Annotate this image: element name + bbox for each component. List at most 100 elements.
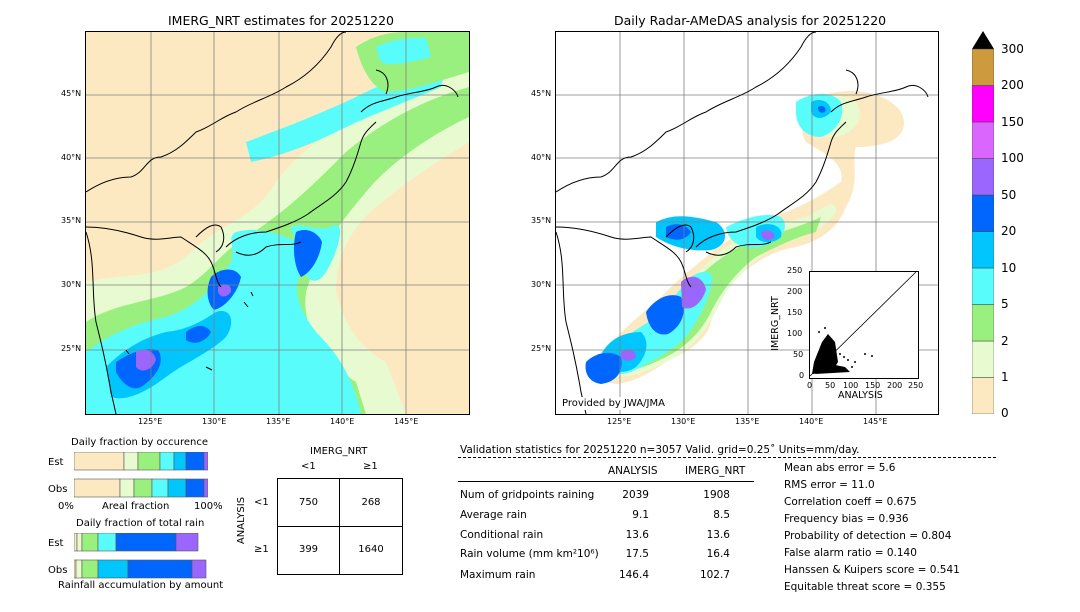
stat-imerg-average: 8.5	[713, 509, 730, 521]
right-lon-label-140: 140°E	[799, 417, 824, 426]
validation-col-analysis: ANALYSIS	[608, 465, 658, 477]
contingency-col-header: IMERG_NRT	[310, 446, 368, 457]
score-mae: Mean abs error = 5.6	[784, 462, 896, 474]
occurrence-row-est: Est	[48, 457, 64, 468]
total-rain-row-obs: Obs	[48, 565, 68, 576]
contingency-col-lt1: <1	[301, 461, 316, 472]
colorbar-label-10: 10	[1001, 261, 1017, 275]
validation-header: Validation statistics for 20251220 n=305…	[460, 444, 860, 456]
contingency-cell-00: 750	[298, 497, 319, 508]
scatter-xtick-50: 50	[825, 381, 836, 390]
left-lat-label-45: 45°N	[61, 89, 82, 98]
scatter-xtick-150: 150	[865, 381, 881, 390]
left-lat-label-30: 30°N	[61, 280, 82, 289]
contingency-cell-01: 268	[361, 497, 381, 508]
stat-label-average: Average rain	[460, 509, 527, 521]
contingency-col-ge1: ≥1	[363, 461, 378, 472]
colorbar-swatch	[971, 377, 995, 415]
left-lat-label-25: 25°N	[61, 344, 82, 353]
scatter-xtick-250: 250	[908, 381, 924, 390]
validation-col-imerg: IMERG_NRT	[685, 465, 746, 477]
right-map: Provided by JWA/JMA	[555, 31, 939, 415]
occurrence-axis-100: 100%	[194, 501, 223, 512]
stat-imerg-gridpoints: 1908	[703, 489, 730, 501]
left-map-title: IMERG_NRT estimates for 20251220	[168, 13, 395, 28]
scatter-inset	[809, 271, 919, 379]
total-rain-title: Daily fraction of total rain	[76, 518, 205, 529]
right-lon-label-125: 125°E	[607, 417, 632, 426]
colorbar-swatch	[971, 340, 995, 378]
colorbar-label-20: 20	[1001, 224, 1017, 238]
left-map	[85, 31, 470, 415]
score-frequency-bias: Frequency bias = 0.936	[784, 513, 909, 525]
left-map-rain-field	[86, 32, 469, 414]
colorbar-swatch	[971, 267, 995, 305]
score-rmse: RMS error = 11.0	[784, 479, 875, 491]
left-lat-label-35: 35°N	[61, 216, 82, 225]
stat-label-gridpoints: Num of gridpoints raining	[460, 489, 595, 501]
right-lat-label-30: 30°N	[531, 280, 552, 289]
colorbar-label-50: 50	[1001, 188, 1017, 202]
contingency-table: 750 268 399 1640	[277, 478, 403, 575]
colorbar-svg	[971, 31, 995, 415]
scatter-ytick-50: 50	[793, 350, 804, 359]
colorbar	[971, 31, 995, 415]
contingency-cell-10: 399	[298, 544, 319, 555]
colorbar-label-300: 300	[1001, 42, 1024, 56]
occurrence-row-obs: Obs	[48, 484, 68, 495]
right-lat-label-25: 25°N	[531, 344, 552, 353]
stat-analysis-average: 9.1	[632, 509, 649, 521]
colorbar-label-5: 5	[1001, 297, 1009, 311]
colorbar-label-2: 2	[1001, 334, 1009, 348]
stat-label-volume: Rain volume (mm km²10⁶)	[460, 548, 599, 560]
colorbar-label-150: 150	[1001, 115, 1024, 129]
right-lon-label-130: 130°E	[671, 417, 696, 426]
colorbar-label-200: 200	[1001, 78, 1024, 92]
data-credit: Provided by JWA/JMA	[560, 397, 667, 410]
contingency-cell-11: 1640	[358, 544, 384, 555]
score-ets: Equitable threat score = 0.355	[784, 581, 946, 593]
right-lat-label-40: 40°N	[531, 153, 552, 162]
stat-analysis-maximum: 146.4	[618, 569, 649, 581]
left-lat-label-40: 40°N	[61, 153, 82, 162]
right-lon-label-135: 135°E	[735, 417, 760, 426]
colorbar-swatch	[971, 85, 995, 123]
right-lon-label-145: 145°E	[863, 417, 888, 426]
total-rain-caption: Rainfall accumulation by amount	[58, 580, 224, 591]
colorbar-label-0: 0	[1001, 406, 1009, 420]
scatter-ytick-150: 150	[787, 308, 803, 317]
scatter-xtick-200: 200	[887, 381, 903, 390]
scatter-plot	[810, 272, 916, 376]
scatter-xlabel: ANALYSIS	[838, 390, 883, 401]
left-lon-label-125: 125°E	[138, 417, 163, 426]
occurrence-title: Daily fraction by occurence	[71, 437, 209, 448]
score-pod: Probability of detection = 0.804	[784, 530, 952, 542]
contingency-row-lt1: <1	[254, 497, 269, 508]
stat-analysis-conditional: 13.6	[625, 529, 649, 541]
right-lat-label-45: 45°N	[531, 89, 552, 98]
colorbar-label-100: 100	[1001, 151, 1024, 165]
left-lon-label-130: 130°E	[202, 417, 227, 426]
scatter-ylabel: IMERG_NRT	[769, 296, 781, 351]
left-lon-label-145: 145°E	[394, 417, 419, 426]
stat-label-maximum: Maximum rain	[460, 569, 536, 581]
scatter-xtick-0: 0	[807, 381, 813, 390]
colorbar-swatch	[971, 194, 995, 232]
validation-divider	[458, 457, 996, 458]
scatter-ytick-100: 100	[787, 329, 803, 338]
occurrence-chart	[73, 451, 209, 498]
score-far: False alarm ratio = 0.140	[784, 547, 917, 559]
contingency-row-header: ANALYSIS	[236, 496, 248, 545]
stat-imerg-conditional: 13.6	[706, 529, 730, 541]
scatter-ytick-0: 0	[799, 371, 805, 380]
stat-imerg-maximum: 102.7	[699, 569, 730, 581]
stat-analysis-volume: 17.5	[625, 548, 649, 560]
score-hk: Hanssen & Kuipers score = 0.541	[784, 564, 960, 576]
colorbar-swatch	[971, 48, 995, 86]
right-map-title: Daily Radar-AMeDAS analysis for 20251220	[614, 13, 887, 28]
contingency-row-ge1: ≥1	[254, 544, 269, 555]
right-map-rain-field	[556, 32, 938, 414]
occurrence-axis-0: 0%	[58, 501, 74, 512]
total-rain-chart	[73, 532, 208, 579]
colorbar-swatch	[971, 121, 995, 159]
